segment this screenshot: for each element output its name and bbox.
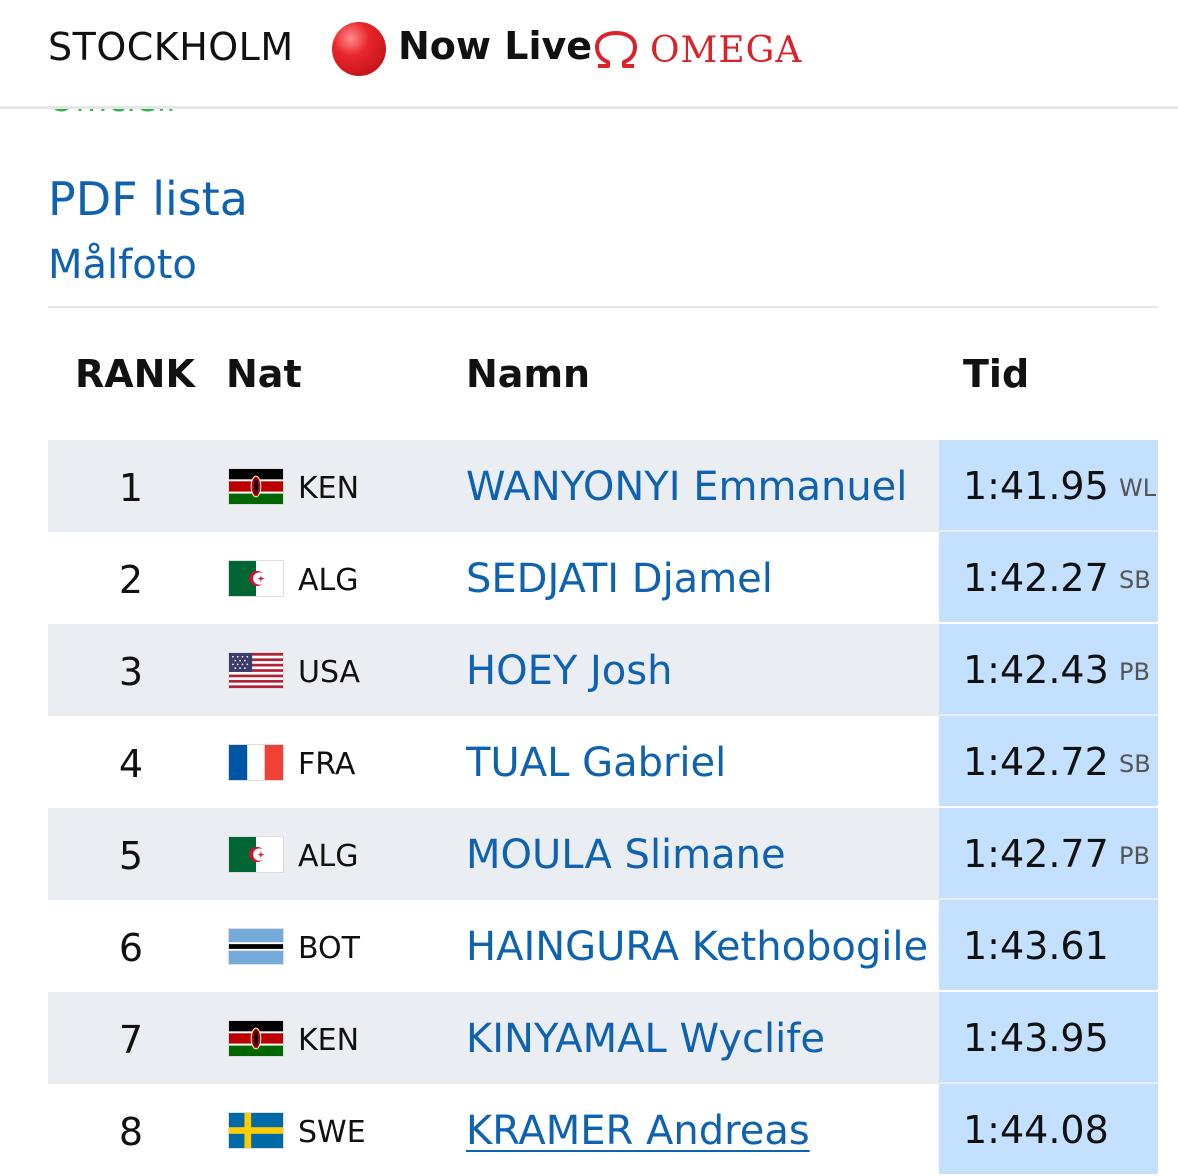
time-cell: 1:41.95 WL — [939, 440, 1158, 530]
rank-cell: 7 — [118, 1018, 144, 1062]
nat-code: KEN — [298, 1023, 360, 1058]
nat-code: SWE — [298, 1115, 366, 1150]
time-cell: 1:44.08 — [939, 1084, 1158, 1174]
kenya-flag-icon — [228, 1020, 284, 1057]
top-bar: STOCKHOLM Now Live OMEGA — [0, 0, 1178, 109]
botswana-flag-icon — [228, 928, 284, 965]
result-time: 1:43.61 — [963, 924, 1109, 968]
sponsor-name: OMEGA — [650, 29, 803, 71]
result-time: 1:43.95 — [963, 1016, 1109, 1060]
time-cell: 1:43.61 — [939, 900, 1158, 990]
nat-code: BOT — [298, 931, 360, 966]
algeria-flag-icon — [228, 836, 284, 873]
live-label[interactable]: Now Live — [398, 24, 593, 68]
header-time: Tid — [963, 352, 1030, 396]
table-row: 6 BOT HAINGURA Kethobogile 1:43.61 — [48, 900, 1158, 992]
rank-cell: 1 — [118, 466, 144, 510]
result-time: 1:42.43 — [963, 648, 1109, 692]
table-row: 4 FRA TUAL Gabriel 1:42.72 SB — [48, 716, 1158, 808]
rank-cell: 5 — [118, 834, 144, 878]
result-time: 1:41.95 — [963, 464, 1109, 508]
result-time: 1:42.72 — [963, 740, 1109, 784]
record-note: PB — [1119, 658, 1150, 686]
rank-cell: 8 — [118, 1110, 144, 1154]
header-rank: RANK — [75, 352, 195, 396]
athlete-name-link[interactable]: KINYAMAL Wyclife — [466, 1016, 825, 1062]
time-cell: 1:42.43 PB — [939, 624, 1158, 714]
table-row: 5 ALG MOULA Slimane 1:42.77 PB — [48, 808, 1158, 900]
kenya-flag-icon — [228, 468, 284, 505]
results-table-header: RANK Nat Namn Tid — [48, 340, 1158, 420]
table-row: 8 SWE KRAMER Andreas 1:44.08 — [48, 1084, 1158, 1176]
header-nat: Nat — [226, 352, 302, 396]
athlete-name-link[interactable]: HAINGURA Kethobogile — [466, 924, 929, 970]
omega-logo: OMEGA — [592, 28, 802, 72]
sweden-flag-icon — [228, 1112, 284, 1149]
athlete-name-link[interactable]: SEDJATI Djamel — [466, 556, 773, 602]
athlete-name-link[interactable]: WANYONYI Emmanuel — [466, 464, 908, 510]
france-flag-icon — [228, 744, 284, 781]
time-cell: 1:42.27 SB — [939, 532, 1158, 622]
record-note: WL — [1119, 474, 1157, 502]
result-time: 1:42.77 — [963, 832, 1109, 876]
live-indicator-icon — [332, 22, 386, 76]
photo-finish-link[interactable]: Målfoto — [48, 242, 197, 288]
result-time: 1:44.08 — [963, 1108, 1109, 1152]
header-name: Namn — [466, 352, 591, 396]
rank-cell: 4 — [118, 742, 144, 786]
nat-code: USA — [298, 655, 361, 690]
time-cell: 1:43.95 — [939, 992, 1158, 1082]
omega-symbol-icon — [595, 31, 637, 68]
nat-code: FRA — [298, 747, 356, 782]
rank-cell: 3 — [118, 650, 144, 694]
divider — [48, 306, 1158, 308]
meet-city: STOCKHOLM — [48, 25, 294, 69]
rank-cell: 2 — [118, 558, 144, 602]
nat-code: ALG — [298, 839, 359, 874]
record-note: PB — [1119, 842, 1150, 870]
pdf-list-link[interactable]: PDF lista — [48, 172, 248, 226]
record-note: SB — [1119, 750, 1151, 778]
athlete-name-link[interactable]: KRAMER Andreas — [466, 1108, 810, 1154]
time-cell: 1:42.72 SB — [939, 716, 1158, 806]
nat-code: ALG — [298, 563, 359, 598]
nat-code: KEN — [298, 471, 360, 506]
usa-flag-icon — [228, 652, 284, 689]
time-cell: 1:42.77 PB — [939, 808, 1158, 898]
table-row: 7 KEN KINYAMAL Wyclife 1:43.95 — [48, 992, 1158, 1084]
rank-cell: 6 — [118, 926, 144, 970]
table-row: 1 KEN WANYONYI Emmanuel 1:41.95 WL — [48, 440, 1158, 532]
results-table: 1 KEN WANYONYI Emmanuel 1:41.95 WL 2 — [48, 440, 1158, 1176]
table-row: 3 USA HOEY Josh — [48, 624, 1158, 716]
athlete-name-link[interactable]: HOEY Josh — [466, 648, 673, 694]
algeria-flag-icon — [228, 560, 284, 597]
table-row: 2 ALG SEDJATI Djamel 1:42.27 SB — [48, 532, 1158, 624]
record-note: SB — [1119, 566, 1151, 594]
athlete-name-link[interactable]: TUAL Gabriel — [466, 740, 727, 786]
athlete-name-link[interactable]: MOULA Slimane — [466, 832, 786, 878]
result-time: 1:42.27 — [963, 556, 1109, 600]
